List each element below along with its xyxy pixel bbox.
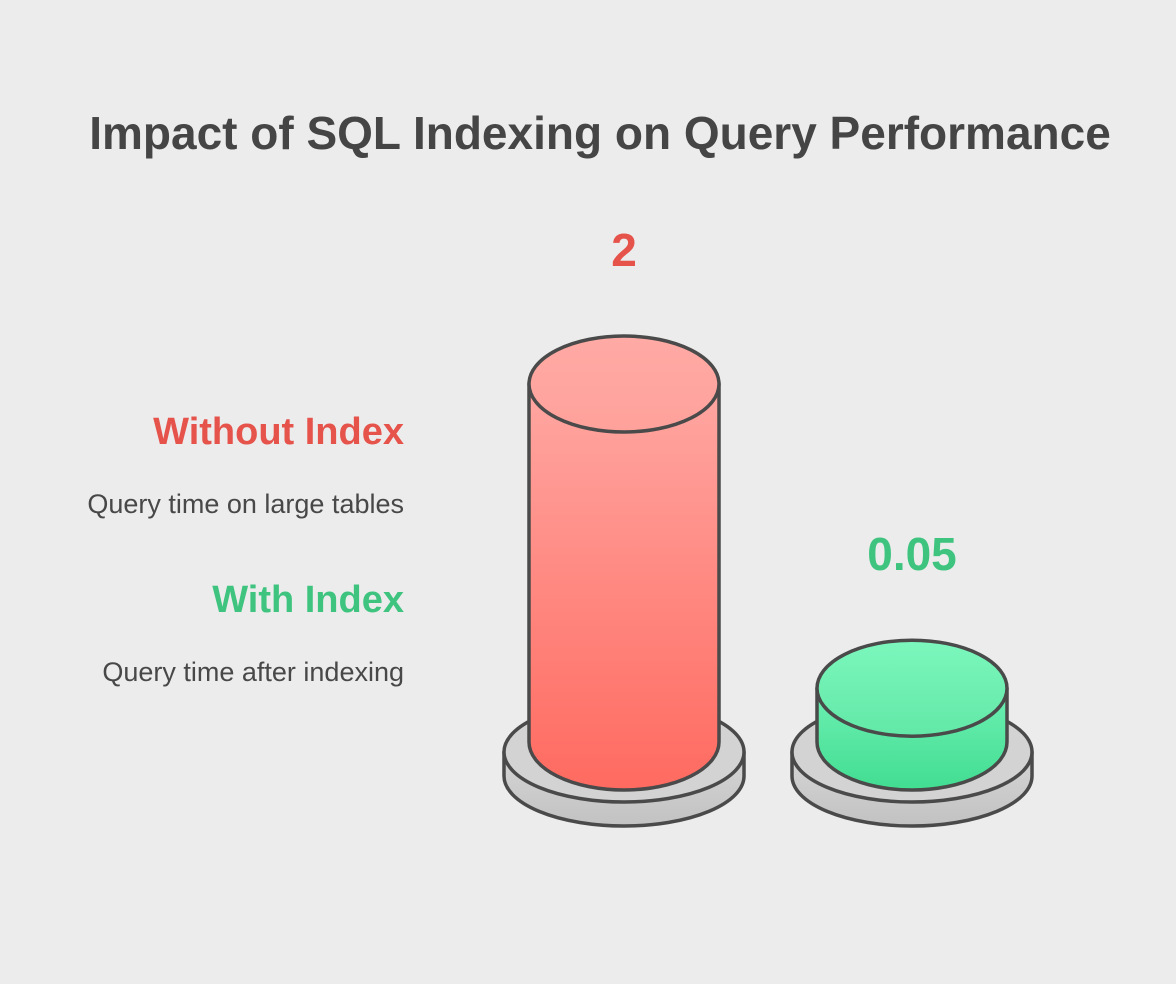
legend-label-without-index: Without Index [153, 411, 404, 453]
legend-description-without-index: Query time on large tables [87, 489, 404, 519]
bars [502, 334, 1034, 828]
chart-title: Impact of SQL Indexing on Query Performa… [89, 107, 1111, 159]
bar-without-index [502, 334, 746, 828]
bar-with-index [790, 638, 1034, 828]
legend-label-with-index: With Index [212, 579, 404, 621]
legend: Without Index Query time on large tables W… [87, 411, 404, 687]
legend-description-with-index: Query time after indexing [102, 657, 404, 687]
data-label-without-index: 2 [611, 224, 637, 276]
bar-body [527, 382, 721, 792]
value-labels: 20.05 [611, 224, 957, 580]
bar-top [815, 638, 1009, 738]
bar-top [527, 334, 721, 434]
data-label-with-index: 0.05 [867, 528, 957, 580]
